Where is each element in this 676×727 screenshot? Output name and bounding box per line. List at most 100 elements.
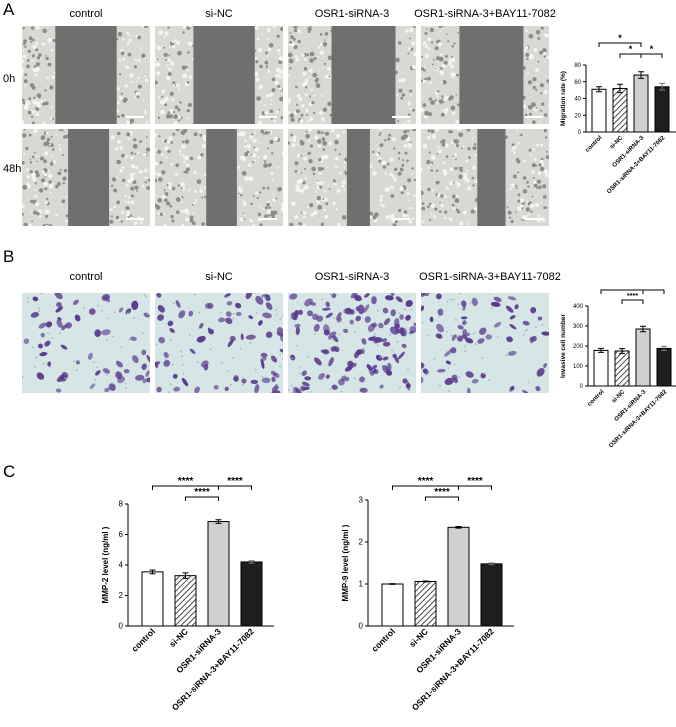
bar-2 — [612, 87, 628, 133]
col-label-a-si-nc: si-NC — [205, 8, 233, 20]
bar-1 — [593, 349, 609, 387]
bar-4 — [656, 347, 672, 387]
y-tick-label: 4 — [119, 561, 124, 570]
transwell-image-2 — [155, 293, 283, 393]
error-bar-1 — [598, 347, 604, 353]
error-bar-2 — [182, 572, 189, 579]
panel-letter-a: A — [3, 0, 15, 19]
error-bar-2 — [619, 348, 625, 354]
significance-bracket-2 — [621, 299, 644, 304]
row-label-48h: 48h — [3, 163, 22, 175]
y-tick-label: 6 — [119, 530, 124, 539]
significance-bracket-3 — [642, 289, 665, 294]
col-label-a-control: control — [69, 8, 103, 20]
error-bar-3 — [638, 71, 644, 79]
error-bar-2 — [617, 83, 623, 94]
error-bar-3 — [455, 525, 462, 529]
transwell-image-3 — [288, 293, 416, 393]
y-tick-label: 2 — [119, 591, 124, 600]
bar-1 — [591, 88, 607, 133]
significance-label-2: **** — [627, 293, 638, 300]
category-label-1: control — [585, 135, 604, 154]
error-bar-4 — [659, 82, 665, 91]
y-tick-label: 0 — [359, 622, 364, 631]
significance-label-3: **** — [467, 476, 483, 487]
y-axis-label: MMP-9 level (ng/ml ) — [341, 524, 350, 601]
category-label-1: control — [129, 626, 156, 653]
wound-image-48h-2 — [155, 129, 283, 226]
bar-2 — [414, 580, 437, 627]
significance-label-1: **** — [418, 476, 434, 487]
category-label-2: si-NC — [611, 389, 627, 405]
y-tick-label: 0 — [578, 130, 582, 136]
y-tick-label: 8 — [119, 500, 124, 509]
bar-3 — [635, 328, 651, 387]
error-bar-1 — [149, 569, 156, 575]
y-tick-label: 60 — [574, 80, 581, 86]
significance-bracket-1 — [598, 42, 642, 47]
category-label-2: si-NC — [407, 626, 430, 649]
wound-image-0h-2 — [155, 26, 283, 124]
significance-bracket-2 — [425, 496, 459, 501]
wound-image-48h-4 — [421, 129, 549, 226]
category-label-2: si-NC — [609, 135, 625, 151]
y-axis-label: Migration rate (%) — [560, 71, 567, 126]
bar-3 — [447, 526, 470, 627]
error-bar-4 — [661, 345, 667, 351]
y-tick-label: 1 — [359, 580, 364, 589]
bar-1 — [381, 583, 404, 627]
error-bar-4 — [248, 560, 255, 564]
y-tick-label: 80 — [574, 63, 581, 69]
wound-image-48h-1 — [22, 129, 150, 226]
significance-label-1: **** — [178, 476, 194, 487]
category-label-1: control — [369, 626, 396, 653]
y-tick-label: 0 — [119, 622, 124, 631]
significance-label-1: * — [618, 34, 622, 43]
bar-2 — [174, 575, 197, 627]
bar-3 — [633, 74, 649, 133]
wound-image-0h-1 — [22, 26, 150, 124]
col-label-b-osr1: OSR1-siRNA-3 — [314, 271, 390, 283]
error-bar-1 — [596, 86, 602, 93]
error-bar-1 — [389, 583, 396, 585]
error-bar-3 — [215, 519, 222, 524]
significance-bracket-2 — [619, 53, 642, 58]
y-tick-label: 300 — [573, 324, 584, 330]
category-label-2: si-NC — [167, 626, 190, 649]
significance-bracket-3 — [458, 485, 492, 490]
significance-label-2: **** — [194, 487, 210, 498]
significance-label-3: **** — [648, 288, 659, 290]
y-tick-label: 400 — [573, 304, 584, 310]
invasive-cell-chart: 0 100 200 300 400 Invasive cell number control… — [560, 288, 676, 449]
bar-4 — [654, 86, 670, 133]
error-bar-2 — [422, 580, 429, 583]
y-tick-label: 200 — [573, 344, 584, 350]
transwell-image-4 — [421, 293, 549, 393]
col-label-b-osr1-bay: OSR1-siRNA-3+BAY11-7082 — [419, 271, 561, 283]
row-label-0h: 0h — [3, 73, 16, 85]
y-axis-label: MMP-2 level (ng/ml ) — [101, 526, 110, 603]
significance-label-3: **** — [227, 476, 243, 487]
y-tick-label: 20 — [574, 113, 581, 119]
col-label-b-control: control — [69, 271, 103, 283]
y-tick-label: 0 — [580, 384, 584, 390]
wound-image-0h-4 — [421, 26, 549, 124]
wound-image-48h-3 — [288, 129, 416, 226]
col-label-a-osr1-bay: OSR1-siRNA-3+BAY11-7082 — [414, 8, 556, 20]
bar-4 — [240, 561, 263, 627]
y-tick-label: 2 — [359, 538, 364, 547]
bar-1 — [141, 571, 164, 627]
col-label-a-osr1: OSR1-siRNA-3 — [314, 8, 390, 20]
wound-image-0h-3 — [288, 26, 416, 124]
y-tick-label: 40 — [574, 97, 581, 103]
bar-4 — [480, 563, 503, 627]
col-label-b-si-nc: si-NC — [205, 271, 233, 283]
error-bar-3 — [640, 325, 646, 333]
significance-label-2: **** — [434, 487, 450, 498]
significance-bracket-3 — [218, 485, 252, 490]
y-tick-label: 3 — [359, 496, 364, 505]
y-tick-label: 100 — [573, 364, 584, 370]
